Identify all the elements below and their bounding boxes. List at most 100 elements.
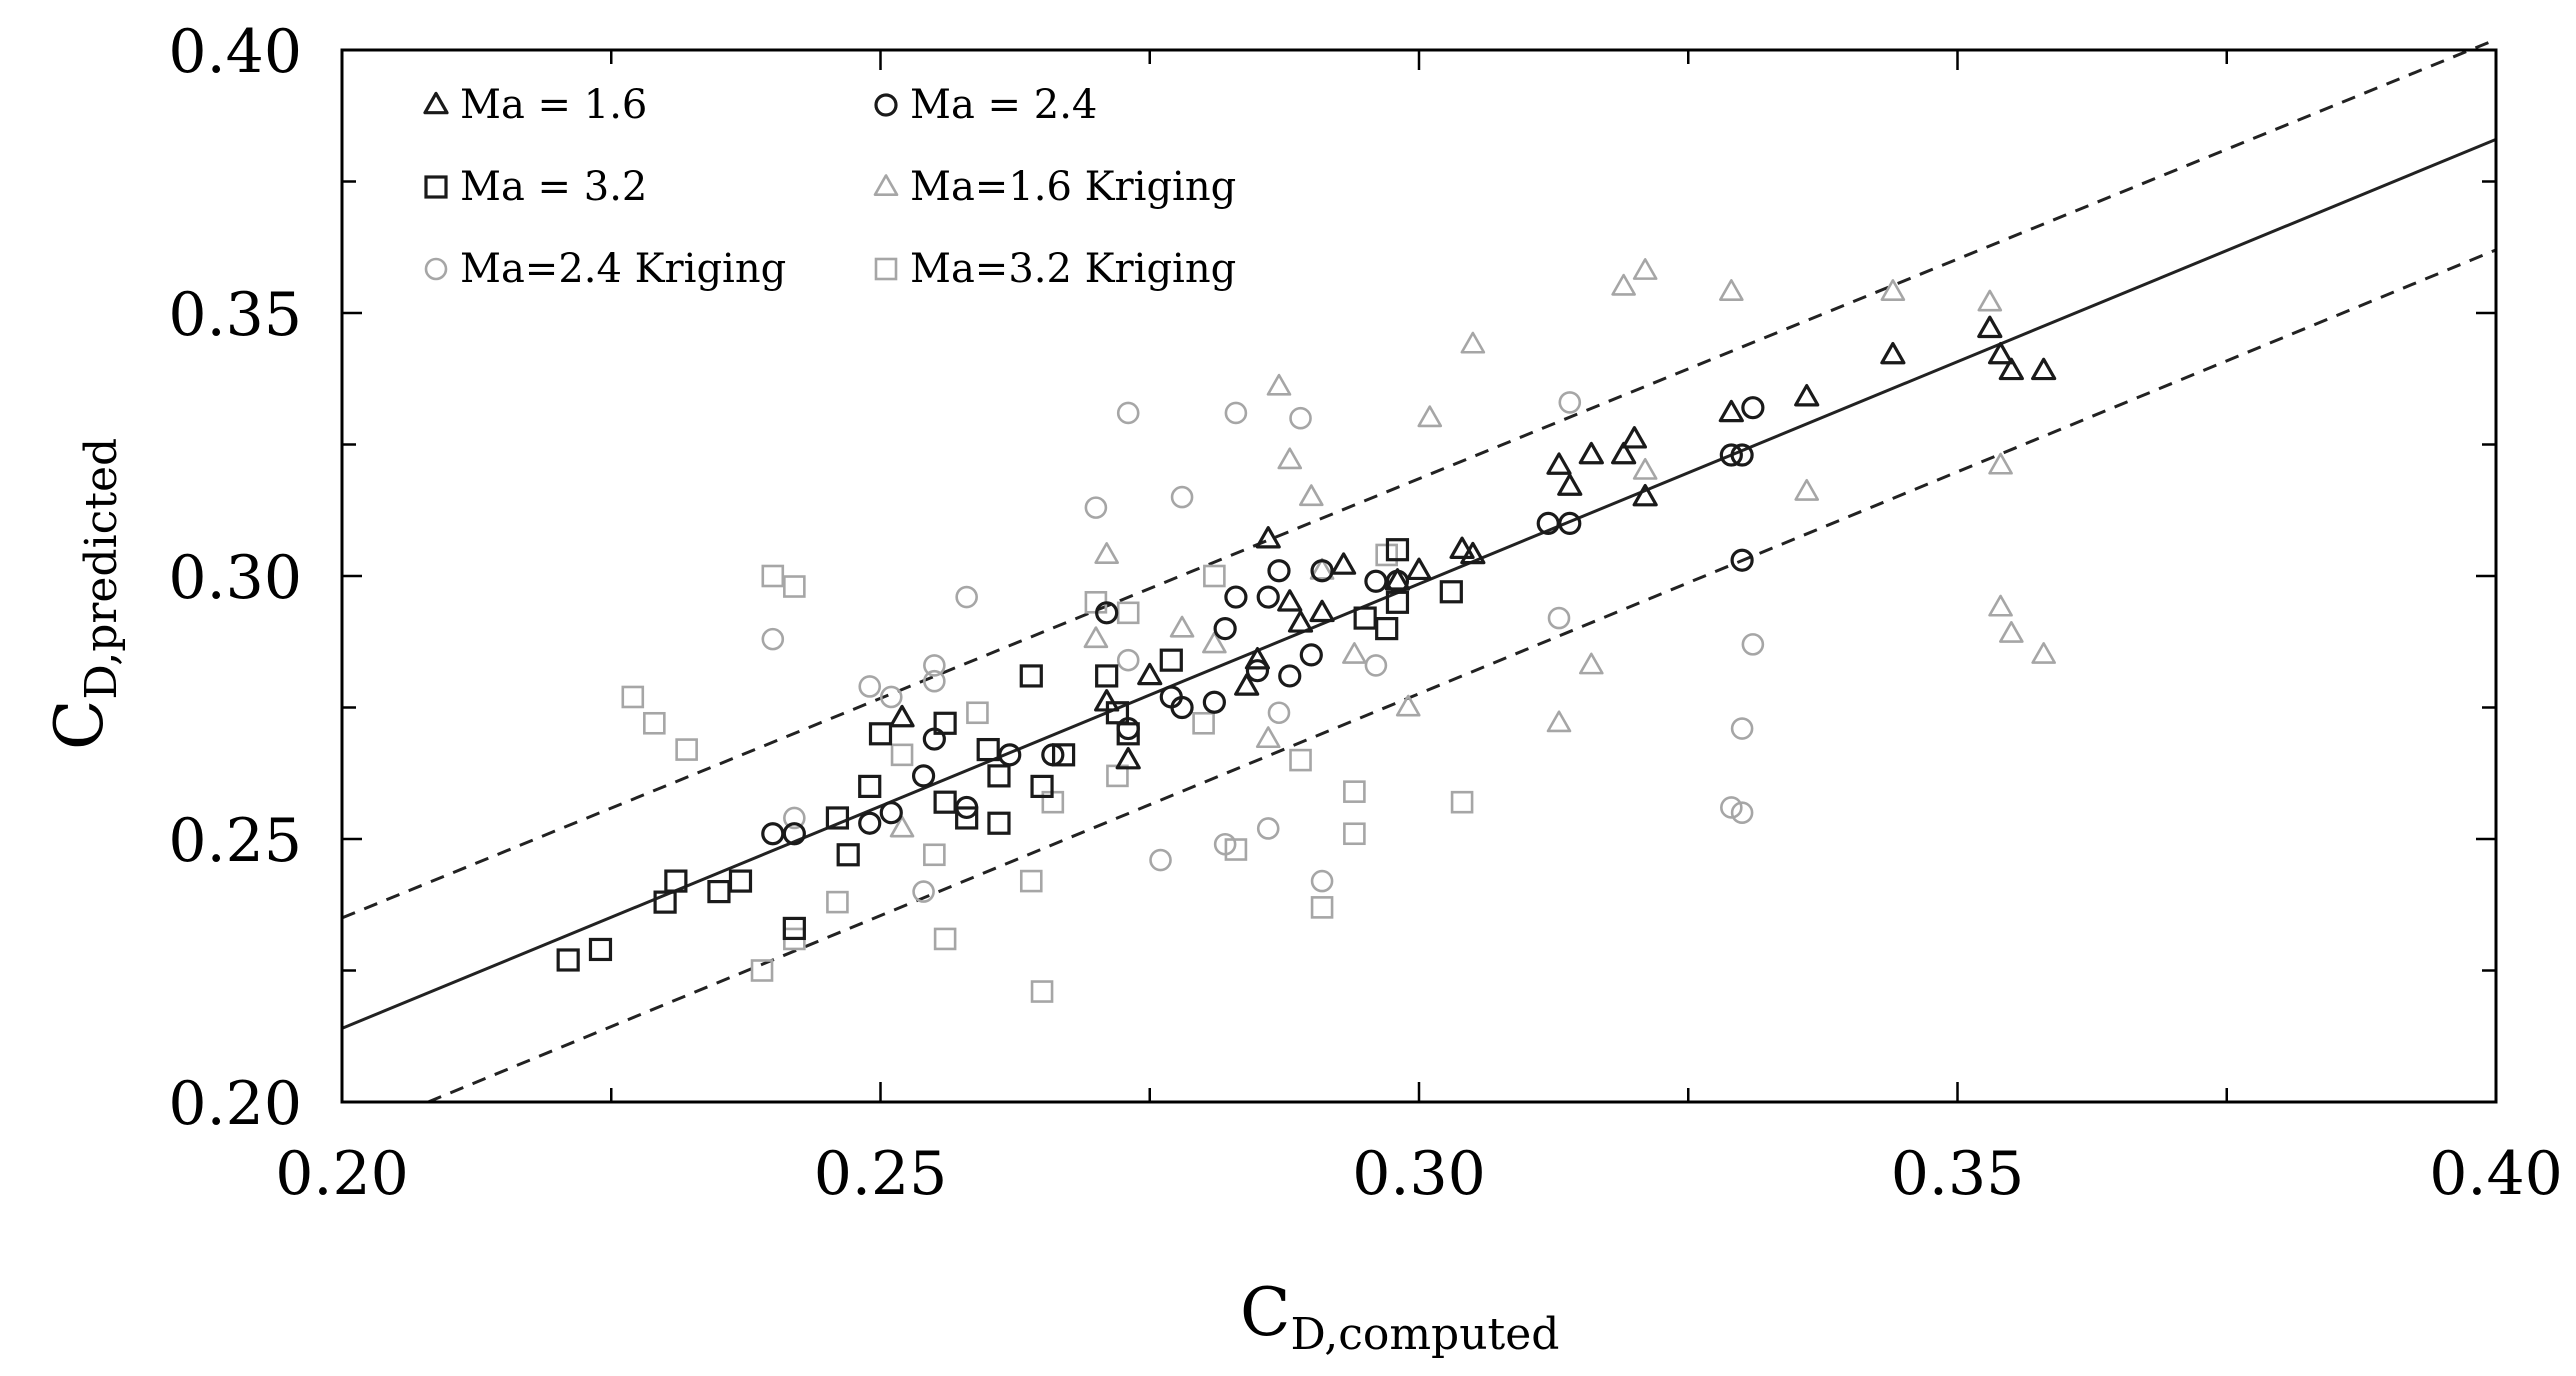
data-point [1244,647,1271,670]
data-point [621,685,645,709]
data-point [858,675,882,698]
data-point [890,743,914,767]
data-point [1149,848,1172,872]
y-tick-label: 0.25 [168,806,302,876]
data-point [826,890,849,914]
x-tick-labels: 0.20 0.25 0.30 0.35 0.40 [275,1139,2563,1209]
data-point [1256,585,1280,609]
data-point [1720,796,1743,819]
data-point [889,815,915,838]
data-point [1116,401,1140,425]
data-point [1159,648,1183,672]
data-point [955,585,978,609]
data-point [923,669,946,693]
data-point [1741,633,1765,656]
legend-item: Ma = 1.6 [423,82,647,128]
data-point [966,701,989,725]
data-point [1245,659,1270,683]
data-point [556,948,580,972]
data-point [1030,774,1054,799]
data-point [1019,869,1043,893]
data-point [987,764,1011,788]
data-point [1987,341,2014,365]
data-point [1417,405,1443,428]
plot-frame [340,48,2498,1104]
data-point [923,843,946,867]
data-point [1255,526,1281,549]
data-point [1224,401,1248,425]
y-tick-label: 0.30 [168,543,302,613]
data-point [1794,478,1820,501]
data-point [1460,541,1486,565]
data-point [1299,484,1324,507]
data-point [1449,536,1475,560]
legend-marker [874,257,898,281]
data-point [1310,896,1334,919]
data-point [1384,568,1411,591]
data-point [1558,391,1582,414]
data-point [761,627,785,651]
data-point [879,685,903,709]
data-point [750,959,774,982]
reference-lines [341,38,2497,1104]
x-axis-title: CD,computed [1240,1274,1559,1360]
legend-label: Ma = 1.6 [460,82,647,128]
data-point [1202,631,1227,654]
data-point [933,711,957,735]
data-point [1988,452,2013,475]
data-point [987,811,1011,835]
data-point [1375,616,1399,641]
legend-marker [424,257,448,281]
data-point [1310,559,1334,583]
data-point [1170,695,1194,720]
data-point [1213,616,1237,641]
data-point [1095,664,1119,688]
legend-label: Ma=1.6 Kriging [910,164,1236,210]
x-tick-label: 0.25 [814,1139,948,1209]
data-point [1256,817,1280,840]
data-point [1578,441,1604,465]
data-point [1741,396,1765,420]
legend-label: Ma=2.4 Kriging [460,246,786,292]
data-point [1084,496,1108,519]
data-point [783,806,806,830]
data-point [1632,457,1658,480]
data-point [911,764,936,788]
data-point [1267,559,1291,583]
data-point [1116,601,1140,625]
x-axis-title-main: C [1240,1274,1291,1351]
y-tick-label: 0.35 [168,280,302,350]
data-point [1719,443,1743,467]
data-point [1192,711,1215,735]
reference-line-upper-bound [341,38,2497,920]
x-tick-label: 0.20 [275,1139,409,1209]
data-point [1343,780,1366,803]
data-point [1730,548,1754,572]
y-axis-title-sub: D,predicted [76,438,127,700]
data-point [1730,443,1754,467]
data-point [1450,790,1474,814]
data-point [1116,722,1140,746]
y-tick-labels: 0.20 0.25 0.30 0.35 0.40 [168,17,302,1139]
data-point [858,811,882,835]
data-point [1255,726,1281,749]
data-point [1880,279,1906,301]
data-point [1395,694,1421,717]
data-point [1621,426,1648,449]
legend-item: Ma = 2.4 [874,82,1097,128]
data-point [1266,373,1292,396]
data-point [1169,615,1195,638]
data-point [2031,357,2057,381]
legend-marker [874,93,898,117]
data-point [1224,585,1248,609]
data-point [1998,357,2024,381]
data-point [1170,485,1194,509]
data-point [1309,599,1335,623]
y-axis-title: CD,predicted [41,438,127,750]
y-tick-label: 0.40 [168,17,302,87]
data-point [1730,717,1754,740]
legend-item: Ma = 3.2 [424,164,647,210]
data-point [1094,542,1119,564]
data-point [1353,606,1377,630]
axis-ticks [342,50,2496,1102]
